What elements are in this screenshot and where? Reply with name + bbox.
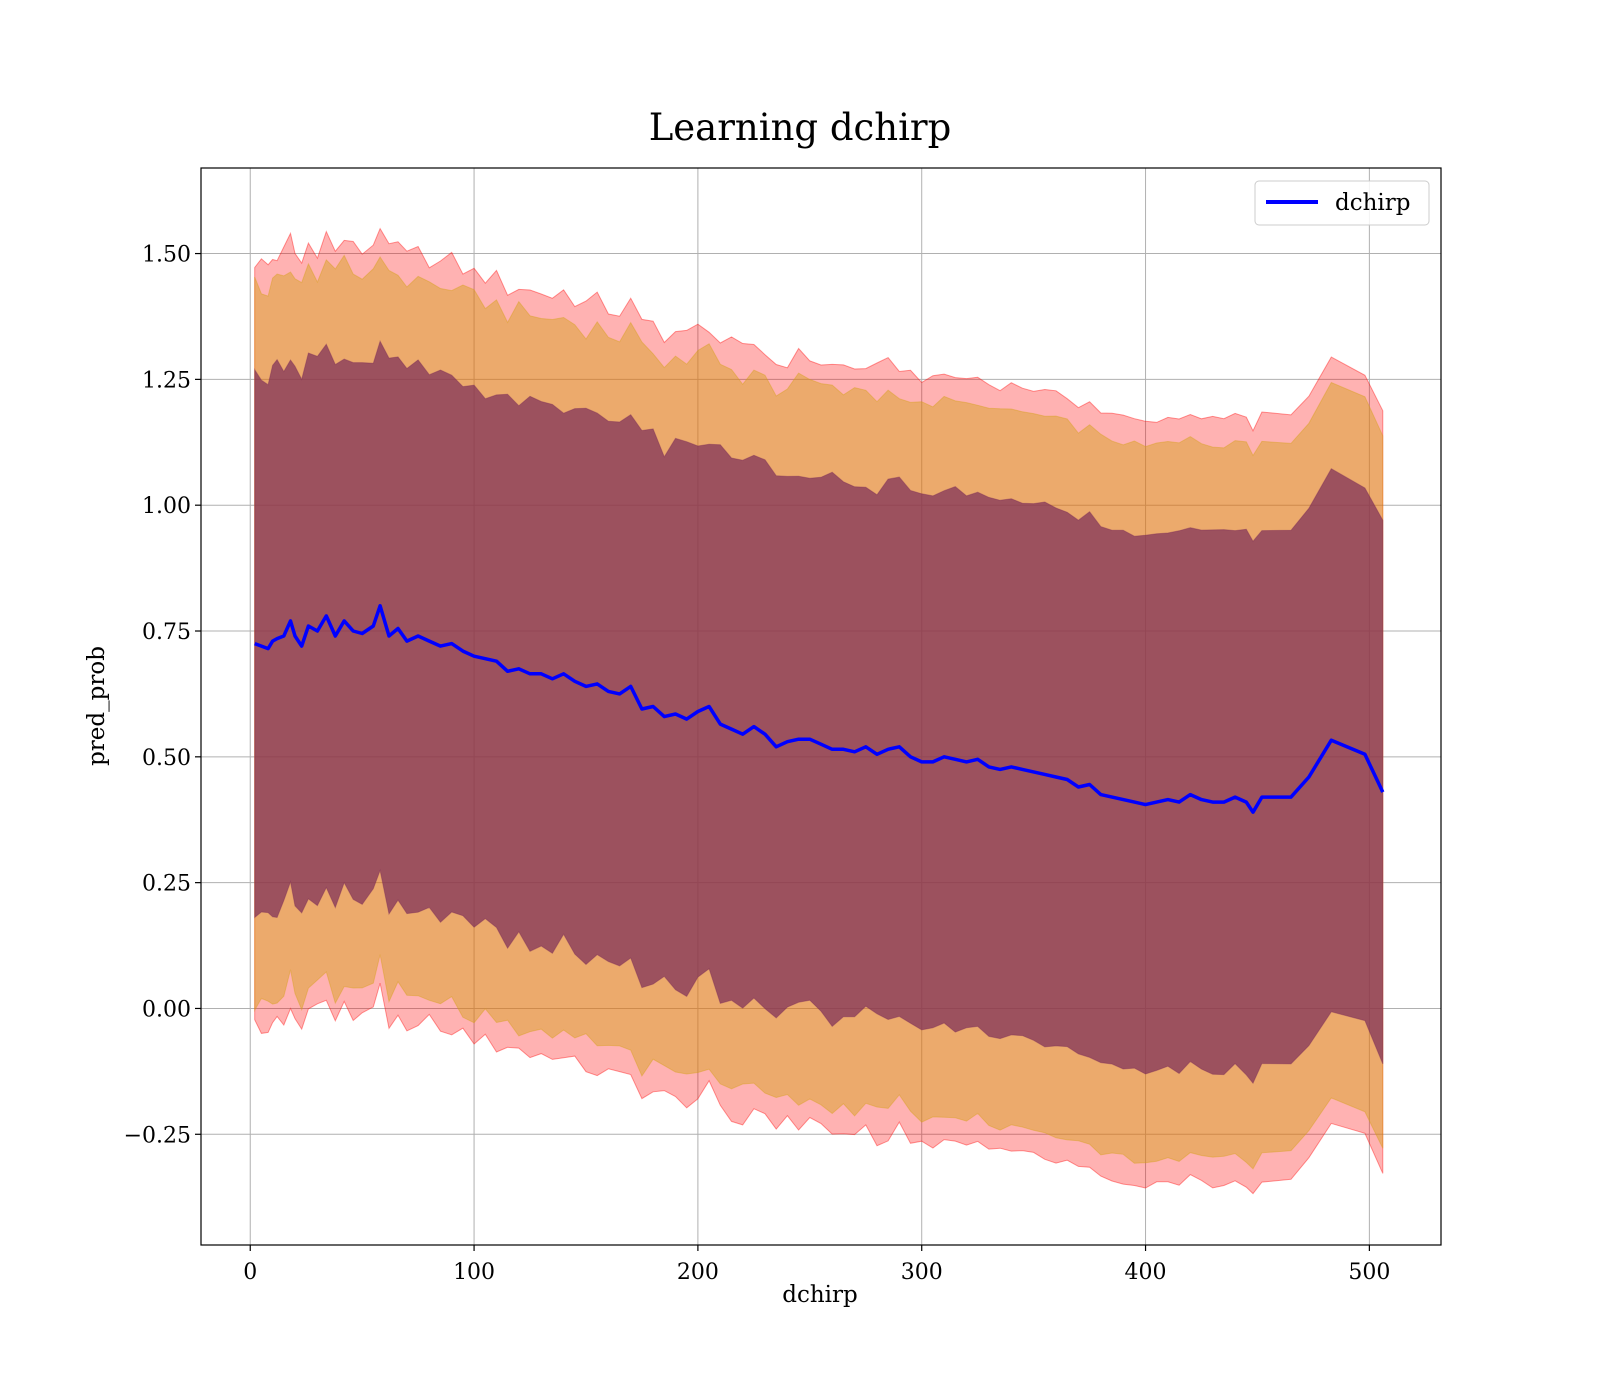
confidence-bands bbox=[254, 227, 1384, 1195]
line-series bbox=[254, 604, 1385, 814]
legend-label: dchirp bbox=[1335, 190, 1411, 216]
x-tick-label: 400 bbox=[1125, 1260, 1167, 1285]
y-tick-label: 0.50 bbox=[142, 746, 191, 771]
y-tick-label: 0.25 bbox=[142, 872, 191, 897]
x-tick-label: 300 bbox=[901, 1260, 943, 1285]
y-tick-label: −0.25 bbox=[124, 1123, 191, 1148]
plot-area-frame bbox=[200, 167, 1442, 1246]
x-tick-label: 0 bbox=[243, 1260, 257, 1285]
x-tick-label: 100 bbox=[453, 1260, 495, 1285]
y-axis-label: pred_prob bbox=[84, 646, 110, 766]
inner-band bbox=[254, 339, 1384, 1085]
legend-box bbox=[1254, 180, 1430, 226]
chart-title: Learning dchirp bbox=[649, 106, 952, 149]
x-axis-label: dchirp bbox=[782, 1282, 858, 1308]
dchirp-series-line bbox=[254, 604, 1385, 814]
y-tick-label: 1.25 bbox=[142, 368, 191, 393]
y-tick-label: 1.50 bbox=[142, 243, 191, 268]
y-tick-label: 0.75 bbox=[142, 620, 191, 645]
y-tick-label: 0.00 bbox=[142, 997, 191, 1022]
y-tick-label: 1.00 bbox=[142, 494, 191, 519]
x-tick-label: 200 bbox=[677, 1260, 719, 1285]
y-axis-ticks: −0.25 0.00 0.25 0.50 0.75 1.00 1.25 1.50 bbox=[124, 243, 201, 1148]
legend: dchirp bbox=[1254, 180, 1430, 226]
x-tick-label: 500 bbox=[1348, 1260, 1390, 1285]
x-axis-ticks: 0 100 200 300 400 500 bbox=[243, 1245, 1390, 1285]
